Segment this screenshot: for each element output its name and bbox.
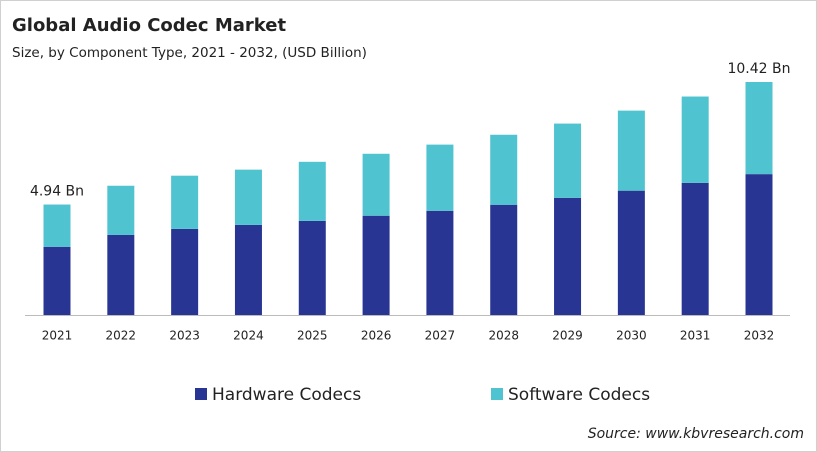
data-label: 4.94 Bn (30, 184, 84, 200)
bar-segment (362, 215, 390, 315)
bar-segment (362, 153, 390, 216)
x-tick-label: 2022 (106, 329, 137, 343)
bar-segment (490, 204, 518, 315)
x-tick-label: 2028 (488, 329, 519, 343)
bar-segment (171, 175, 199, 229)
bar-segment (234, 169, 262, 225)
x-tick-label: 2024 (233, 329, 264, 343)
x-tick-label: 2032 (744, 329, 775, 343)
bar-segment (43, 246, 71, 315)
bar-segment (107, 234, 135, 315)
chart-subtitle: Size, by Component Type, 2021 - 2032, (U… (12, 45, 367, 61)
x-tick-label: 2031 (680, 329, 711, 343)
bar-segment (745, 82, 773, 175)
legend-swatch (491, 388, 503, 400)
source: Source: www.kbvresearch.com (588, 426, 804, 442)
bar-segment (681, 182, 709, 315)
chart-title: Global Audio Codec Market (12, 15, 286, 36)
bar-segment (490, 134, 518, 205)
bar-segment (298, 161, 326, 221)
legend-label: Software Codecs (508, 385, 650, 405)
legend-label: Hardware Codecs (212, 385, 361, 405)
x-tick-label: 2025 (297, 329, 328, 343)
bar-segment (554, 197, 582, 315)
x-tick-label: 2021 (42, 329, 73, 343)
data-label: 10.42 Bn (727, 61, 790, 77)
legend-swatch (195, 388, 207, 400)
x-tick-label: 2030 (616, 329, 647, 343)
x-tick-label: 2023 (169, 329, 200, 343)
bar-segment (617, 190, 645, 315)
x-tick-label: 2026 (361, 329, 392, 343)
bar-segment (681, 96, 709, 183)
x-tick-label: 2027 (425, 329, 456, 343)
bar-segment (426, 210, 454, 315)
bar-segment (107, 185, 135, 235)
bar-segment (745, 174, 773, 315)
bar-segment (234, 224, 262, 315)
bar-segment (298, 220, 326, 315)
bar-segment (171, 228, 199, 315)
bar-segment (617, 110, 645, 191)
x-tick-label: 2029 (552, 329, 583, 343)
bar-segment (554, 123, 582, 198)
bar-segment (426, 144, 454, 211)
bar-segment (43, 204, 71, 247)
